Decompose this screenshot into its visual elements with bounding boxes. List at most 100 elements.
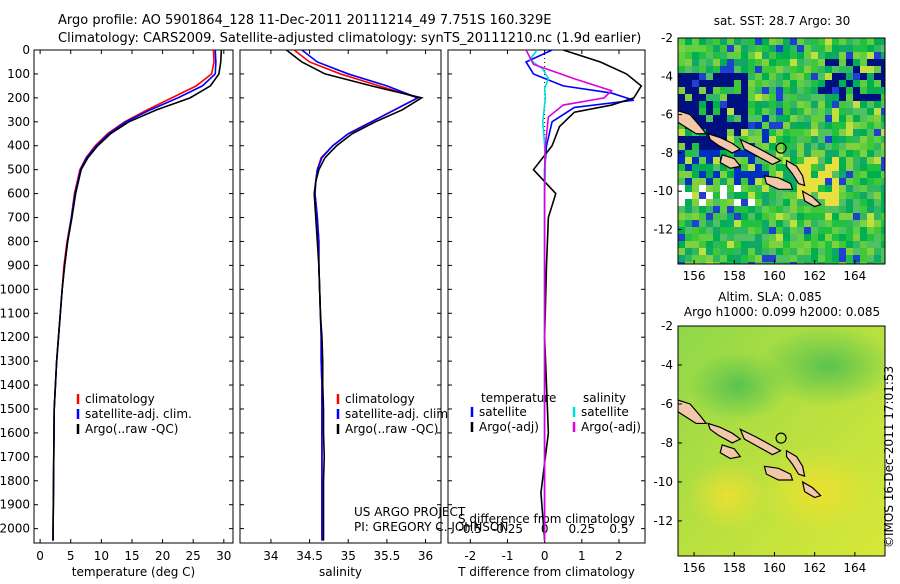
sst-cell	[741, 38, 748, 45]
sst-cell	[881, 80, 885, 87]
sst-cell	[881, 38, 885, 45]
sst-cell	[811, 248, 818, 255]
sst-cell	[727, 199, 734, 206]
sst-cell	[769, 255, 776, 262]
sst-cell	[825, 213, 832, 220]
sst-cell	[713, 227, 720, 234]
sst-cell	[713, 185, 720, 192]
sst-cell	[825, 38, 832, 45]
sst-cell	[839, 220, 846, 227]
sst-cell	[755, 262, 762, 264]
sst-cell	[741, 178, 748, 185]
sst-cell	[755, 80, 762, 87]
sst-cell	[846, 164, 853, 171]
sst-cell	[839, 66, 846, 73]
sst-cell	[720, 241, 727, 248]
sst-cell	[769, 150, 776, 157]
sst-cell	[762, 199, 769, 206]
sst-cell	[762, 220, 769, 227]
sst-cell	[881, 52, 885, 59]
sla-low-spot	[758, 326, 885, 406]
sst-cell	[790, 45, 797, 52]
x-axis-label: T difference from climatology	[457, 565, 635, 579]
sst-cell	[811, 178, 818, 185]
sst-cell	[811, 129, 818, 136]
sst-cell	[790, 213, 797, 220]
y-tick-label: 100	[7, 67, 30, 81]
sst-cell	[832, 87, 839, 94]
sst-cell	[685, 255, 692, 262]
sst-cell	[853, 94, 860, 101]
sst-cell	[699, 101, 706, 108]
sst-cell	[741, 80, 748, 87]
sst-cell	[776, 80, 783, 87]
sst-cell	[755, 129, 762, 136]
map-y-tick-label: -2	[661, 319, 673, 333]
sst-cell	[832, 94, 839, 101]
sst-cell	[846, 108, 853, 115]
y-tick-label: 1900	[0, 498, 30, 512]
imos-watermark: ©IMOS 16-Dec-2011 17:01:53	[882, 366, 896, 548]
sst-cell	[748, 248, 755, 255]
sst-cell	[874, 115, 881, 122]
sst-cell	[699, 80, 706, 87]
sst-cell	[881, 45, 885, 52]
sst-cell	[741, 199, 748, 206]
sst-cell	[818, 171, 825, 178]
sst-cell	[769, 122, 776, 129]
x-tick-label: 2	[615, 549, 623, 563]
sst-cell	[706, 87, 713, 94]
sst-cell	[706, 241, 713, 248]
sst-cell	[825, 255, 832, 262]
sst-cell	[741, 234, 748, 241]
sst-cell	[713, 171, 720, 178]
sst-cell	[776, 45, 783, 52]
sst-cell	[818, 115, 825, 122]
sst-cell	[720, 45, 727, 52]
sst-cell	[790, 94, 797, 101]
sst-cell	[804, 220, 811, 227]
sst-cell	[811, 213, 818, 220]
map-x-tick-label: 158	[723, 269, 746, 283]
sst-cell	[762, 80, 769, 87]
sst-cell	[734, 255, 741, 262]
sst-cell	[741, 122, 748, 129]
sst-cell	[741, 115, 748, 122]
sst-cell	[790, 241, 797, 248]
sst-cell	[769, 94, 776, 101]
sst-cell	[797, 206, 804, 213]
sst-cell	[692, 115, 699, 122]
sst-cell	[790, 115, 797, 122]
sst-cell	[811, 80, 818, 87]
sst-cell	[811, 220, 818, 227]
sst-cell	[699, 73, 706, 80]
sst-cell	[692, 241, 699, 248]
sst-cell	[769, 227, 776, 234]
sst-cell	[678, 206, 685, 213]
sst-cell	[734, 38, 741, 45]
sst-cell	[783, 171, 790, 178]
sst-cell	[818, 87, 825, 94]
sst-cell	[748, 213, 755, 220]
sst-cell	[685, 185, 692, 192]
sst-cell	[839, 94, 846, 101]
sst-cell	[720, 108, 727, 115]
sst-cell	[706, 213, 713, 220]
sst-cell	[818, 234, 825, 241]
sst-cell	[797, 213, 804, 220]
sst-cell	[804, 87, 811, 94]
sst-cell	[692, 206, 699, 213]
sst-cell	[776, 220, 783, 227]
sst-cell	[734, 185, 741, 192]
sst-cell	[832, 185, 839, 192]
sst-cell	[797, 80, 804, 87]
sst-cell	[776, 199, 783, 206]
x-tick-label: 0	[36, 549, 44, 563]
sst-cell	[860, 38, 867, 45]
map-y-tick-label: -6	[661, 397, 673, 411]
sst-cell	[825, 192, 832, 199]
sst-cell	[818, 122, 825, 129]
sst-cell	[839, 38, 846, 45]
sst-cell	[699, 185, 706, 192]
sst-cell	[748, 80, 755, 87]
